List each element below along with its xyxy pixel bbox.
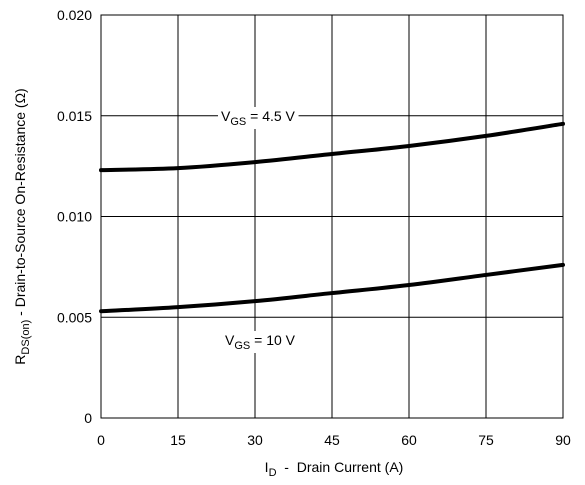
grid <box>100 14 564 419</box>
x-tick-labels: 0 15 30 45 60 75 90 <box>97 432 571 448</box>
x-tick-label: 90 <box>555 432 571 448</box>
x-tick-label: 15 <box>170 432 186 448</box>
series-label-bg-vgs-4-5 <box>218 107 299 129</box>
series-label-vgs-10: VGS = 10 V <box>225 332 296 352</box>
plot-frame <box>100 14 564 419</box>
x-tick-label: 60 <box>401 432 417 448</box>
x-axis-label: ID - Drain Current (A) <box>265 459 404 479</box>
x-tick-label: 45 <box>324 432 340 448</box>
series-label-sub: GS <box>234 340 250 352</box>
series-line-1 <box>99 262 565 314</box>
y-tick-labels: 0 0.005 0.010 0.015 0.020 <box>57 7 92 426</box>
y-axis-label-rest: - Drain-to-Source On-Resistance (Ω) <box>12 88 28 319</box>
y-axis-label-sub: DS(on) <box>20 320 32 355</box>
series-label-sub: GS <box>230 116 246 128</box>
series-label-rest: = 4.5 V <box>246 108 295 124</box>
y-tick-label: 0.010 <box>57 209 92 225</box>
series-line-0 <box>99 121 565 173</box>
y-tick-label: 0.015 <box>57 108 92 124</box>
series-label-rest: = 10 V <box>250 332 295 348</box>
x-tick-label: 75 <box>478 432 494 448</box>
x-axis-label-sub: D <box>269 467 277 479</box>
y-tick-label: 0.020 <box>57 7 92 23</box>
x-tick-label: 30 <box>247 432 263 448</box>
y-tick-label: 0.005 <box>57 309 92 325</box>
series-label-main: V <box>225 332 235 348</box>
x-tick-label: 0 <box>97 432 105 448</box>
x-axis-label-rest: - Drain Current (A) <box>277 459 404 475</box>
series-layer <box>99 121 565 314</box>
series-label-bg-vgs-10 <box>222 331 299 353</box>
y-axis-label-main: R <box>12 355 28 365</box>
series-label-vgs-4-5: VGS = 4.5 V <box>221 108 296 128</box>
y-tick-label: 0 <box>84 410 92 426</box>
x-axis-label-main: I <box>265 459 269 475</box>
series-label-main: V <box>221 108 231 124</box>
y-axis-label: RDS(on) - Drain-to-Source On-Resistance … <box>12 88 32 364</box>
